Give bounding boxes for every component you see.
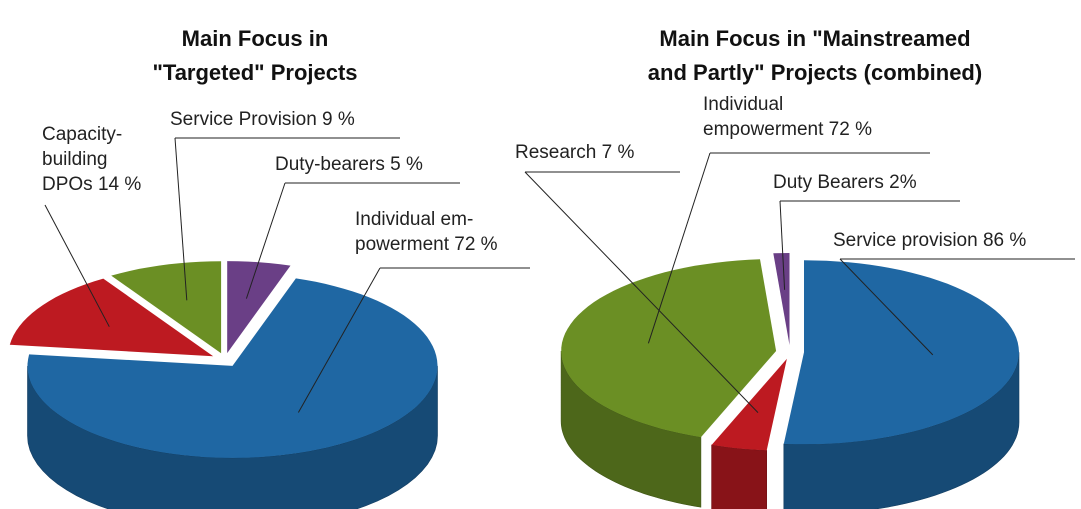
data-label: Individual empowerment 72 % [703, 94, 872, 140]
slice [27, 278, 438, 458]
slice [561, 259, 777, 438]
leader-line [297, 267, 381, 413]
leader-line [839, 258, 934, 356]
data-label: Service Provision 9 % [170, 109, 355, 130]
leader-line [647, 152, 711, 344]
data-label: Research 7 % [515, 142, 634, 163]
slice-side [711, 444, 767, 509]
chart-title: Main Focus in "Mainstreamed and Partly" P… [648, 26, 982, 85]
leader-line [779, 200, 786, 290]
data-label: Individual em-powerment 72 % [355, 209, 498, 255]
slice [773, 253, 790, 345]
slice [9, 278, 214, 357]
leader-line [174, 137, 188, 301]
data-label: Capacity-building DPOs 14 % [42, 124, 141, 195]
slice [227, 261, 291, 354]
slice [111, 261, 222, 354]
data-label: Duty-bearers 5 % [275, 154, 423, 175]
leader-line [245, 182, 286, 299]
leader-line [524, 171, 759, 413]
data-label: Service provision 86 % [833, 230, 1026, 251]
chart-title: Main Focus in "Targeted" Projects [152, 26, 357, 85]
leader-line [44, 204, 110, 327]
slice [783, 260, 1019, 445]
slice [711, 358, 787, 451]
data-label: Duty Bearers 2% [773, 172, 917, 193]
